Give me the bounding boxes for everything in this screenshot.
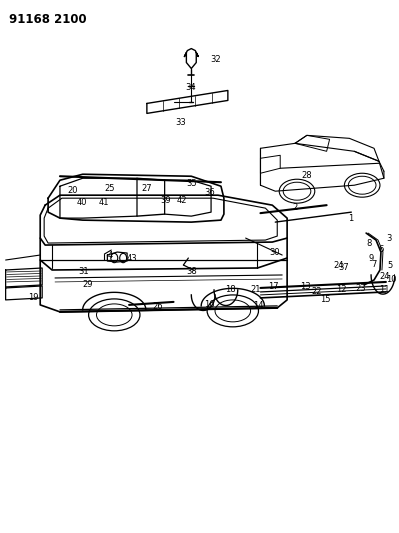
Text: 29: 29 [83, 280, 93, 289]
Text: 24: 24 [379, 272, 389, 281]
Text: 10: 10 [386, 276, 396, 285]
Text: 17: 17 [269, 282, 279, 292]
Text: 8: 8 [366, 239, 371, 247]
Text: 32: 32 [210, 55, 221, 64]
Text: 18: 18 [225, 286, 235, 294]
Text: 22: 22 [312, 287, 322, 296]
Text: 21: 21 [251, 286, 261, 294]
Text: 34: 34 [186, 83, 196, 92]
Text: 6: 6 [378, 245, 383, 254]
Text: 15: 15 [320, 295, 330, 304]
Text: 40: 40 [77, 198, 87, 207]
Text: 31: 31 [79, 268, 89, 277]
Text: 33: 33 [176, 118, 186, 127]
Text: 37: 37 [338, 263, 349, 272]
Text: 11: 11 [379, 286, 389, 294]
Text: 13: 13 [300, 282, 310, 292]
Text: 9: 9 [368, 254, 373, 263]
Text: 1: 1 [348, 214, 354, 223]
Text: 41: 41 [99, 198, 109, 207]
Text: 20: 20 [68, 185, 78, 195]
Text: 39: 39 [161, 196, 171, 205]
Text: 35: 35 [186, 179, 197, 188]
Text: 19: 19 [28, 294, 39, 302]
Text: 38: 38 [186, 268, 197, 277]
Text: 14: 14 [253, 301, 264, 310]
Text: 26: 26 [153, 302, 164, 311]
Text: 27: 27 [141, 184, 152, 193]
Text: 16: 16 [204, 301, 215, 309]
Text: 30: 30 [269, 247, 280, 256]
Text: 23: 23 [355, 285, 366, 294]
Text: 24: 24 [334, 261, 344, 270]
Text: 36: 36 [204, 188, 215, 197]
Text: 3: 3 [386, 233, 391, 243]
Text: 7: 7 [371, 260, 376, 269]
Text: 25: 25 [105, 184, 115, 193]
Text: 28: 28 [301, 171, 312, 180]
Text: 12: 12 [336, 286, 347, 294]
Text: 43: 43 [127, 254, 138, 263]
Text: 5: 5 [387, 261, 392, 270]
Text: 4: 4 [107, 251, 113, 260]
Text: 91168 2100: 91168 2100 [9, 13, 86, 26]
Text: 42: 42 [176, 196, 187, 205]
Text: 2: 2 [292, 203, 297, 212]
